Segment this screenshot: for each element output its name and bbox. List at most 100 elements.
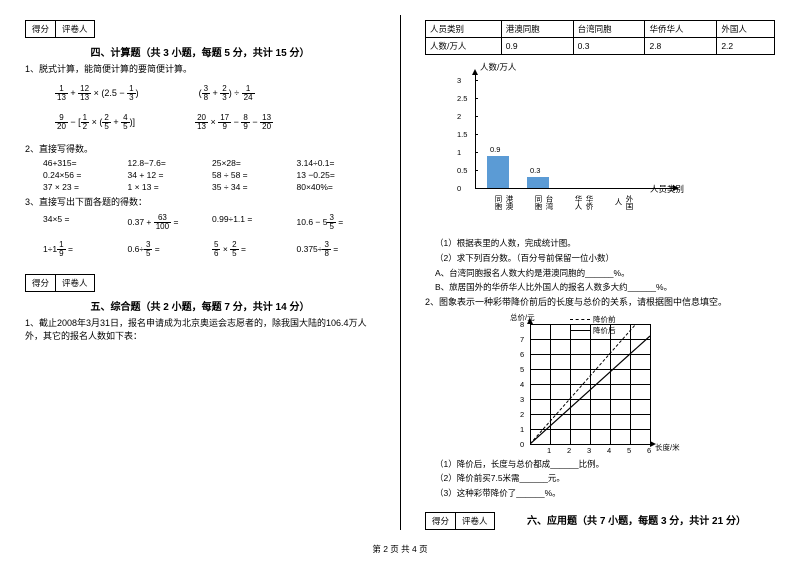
expr2b: 2013 × 179 − 89 − 1320 bbox=[195, 114, 273, 131]
xtick: 港澳同胞 bbox=[493, 191, 515, 213]
y-axis-label: 人数/万人 bbox=[480, 61, 516, 73]
score-box-2: 得分 评卷人 bbox=[25, 274, 95, 292]
grader-label: 评卷人 bbox=[56, 275, 94, 291]
result-cell: 0.37 + 63100 = bbox=[128, 214, 207, 231]
score-box-3: 得分 评卷人 bbox=[425, 512, 495, 530]
expr2a: 920 − [12 × (25 + 45)] bbox=[55, 114, 135, 131]
legend-before: 降价前 bbox=[593, 315, 616, 324]
arrow-right-icon bbox=[673, 185, 679, 191]
grader-label: 评卷人 bbox=[456, 513, 494, 529]
result-cell: 0.99÷1.1 = bbox=[212, 214, 291, 231]
result-cell: 34×5 = bbox=[43, 214, 122, 231]
bar-2 bbox=[527, 177, 549, 188]
th: 人员类别 bbox=[426, 21, 502, 38]
lc-ytick: 8 bbox=[520, 320, 524, 329]
subq-1: （1）根据表里的人数，完成统计图。 bbox=[435, 237, 775, 250]
score-label: 得分 bbox=[26, 21, 56, 37]
lc-ytick: 0 bbox=[520, 440, 524, 449]
ytick: 2 bbox=[457, 112, 461, 121]
xtick: 华侨华人 bbox=[573, 191, 595, 213]
bar-label-2: 0.3 bbox=[530, 166, 540, 175]
left-column: 得分 评卷人 四、计算题（共 3 小题，每题 5 分，共计 15 分） 1、脱式… bbox=[0, 0, 400, 565]
data-table: 人员类别 港澳同胞 台湾同胞 华侨华人 外国人 人数/万人 0.9 0.3 2.… bbox=[425, 20, 775, 55]
direct-calc-grid: 46+315= 12.8−7.6= 25×28= 3.14÷0.1= 0.24×… bbox=[43, 158, 375, 192]
xtick: 台湾同胞 bbox=[533, 191, 555, 213]
result-cell: 10.6 − 535 = bbox=[297, 214, 376, 231]
calc-cell: 0.24×56 = bbox=[43, 170, 122, 180]
calc-cell: 80×40%= bbox=[297, 182, 376, 192]
x-axis bbox=[475, 188, 675, 189]
ytick: 3 bbox=[457, 76, 461, 85]
lc-ytick: 4 bbox=[520, 380, 524, 389]
calc-cell: 25×28= bbox=[212, 158, 291, 168]
chart-lines bbox=[530, 324, 660, 449]
td: 0.3 bbox=[573, 38, 645, 55]
lc-ytick: 3 bbox=[520, 395, 524, 404]
lc-ytick: 2 bbox=[520, 410, 524, 419]
lineq-2: （2）降价前买7.5米需______元。 bbox=[435, 472, 775, 485]
q3-text: 3、直接写出下面各题的得数： bbox=[25, 196, 375, 210]
q1-text: 1、脱式计算，能简便计算的要简便计算。 bbox=[25, 63, 375, 77]
calc-cell: 34 + 12 = bbox=[128, 170, 207, 180]
ytick: 2.5 bbox=[457, 94, 467, 103]
expr-row-2: 920 − [12 × (25 + 45)] 2013 × 179 − 89 −… bbox=[55, 114, 375, 131]
ytick: 0.5 bbox=[457, 166, 467, 175]
subq-A: A、台湾同胞报名人数大约是港澳同胞的______%。 bbox=[435, 267, 775, 280]
lc-ytick: 7 bbox=[520, 335, 524, 344]
section5-title: 五、综合题（共 2 小题，每题 7 分，共计 14 分） bbox=[25, 298, 375, 313]
score-box: 得分 评卷人 bbox=[25, 20, 95, 38]
lineq-3: （3）这种彩带降价了______%。 bbox=[435, 487, 775, 500]
section6-title: 六、应用题（共 7 小题，每题 3 分，共计 21 分） bbox=[527, 512, 746, 527]
line-after bbox=[530, 336, 650, 444]
table-row: 人员类别 港澳同胞 台湾同胞 华侨华人 外国人 bbox=[426, 21, 775, 38]
calc-cell: 35 ÷ 34 = bbox=[212, 182, 291, 192]
calc-cell: 37 × 23 = bbox=[43, 182, 122, 192]
results-grid: 34×5 = 0.37 + 63100 = 0.99÷1.1 = 10.6 − … bbox=[43, 214, 375, 258]
table-row: 人数/万人 0.9 0.3 2.8 2.2 bbox=[426, 38, 775, 55]
expr1b: (38 + 23) ÷ 124 bbox=[199, 85, 255, 102]
td: 0.9 bbox=[501, 38, 573, 55]
td: 2.8 bbox=[645, 38, 717, 55]
s5-q1: 1、截止2008年3月31日，报名申请成为北京奥运会志愿者的，除我国大陆的106… bbox=[25, 317, 375, 344]
page-footer: 第 2 页 共 4 页 bbox=[0, 543, 800, 555]
line-chart: 降价前 降价后 总价/元 长度/米 0 1 2 3 4 5 6 7 8 1 2 … bbox=[500, 314, 700, 454]
calc-cell: 46+315= bbox=[43, 158, 122, 168]
bar-chart: 人数/万人 人员类别 0 0.5 1 1.5 2 2.5 3 0.9 0.3 港… bbox=[445, 63, 705, 213]
xtick: 外国人 bbox=[613, 191, 635, 213]
subq-2: （2）求下列百分数。（百分号前保留一位小数） bbox=[435, 252, 775, 265]
grader-label: 评卷人 bbox=[56, 21, 94, 37]
calc-cell: 13 −0.25= bbox=[297, 170, 376, 180]
q2-text: 2、直接写得数。 bbox=[25, 143, 375, 157]
td: 2.2 bbox=[717, 38, 775, 55]
score-label: 得分 bbox=[26, 275, 56, 291]
calc-cell: 3.14÷0.1= bbox=[297, 158, 376, 168]
calc-cell: 12.8−7.6= bbox=[128, 158, 207, 168]
lc-ytick: 5 bbox=[520, 365, 524, 374]
arrow-up-icon bbox=[472, 69, 478, 75]
dashed-line-icon bbox=[570, 319, 590, 320]
th: 外国人 bbox=[717, 21, 775, 38]
score-label: 得分 bbox=[426, 513, 456, 529]
ytick: 1.5 bbox=[457, 130, 467, 139]
lineq-1: （1）降价后，长度与总价都成______比例。 bbox=[435, 458, 775, 471]
bar-label-1: 0.9 bbox=[490, 145, 500, 154]
lc-ytick: 6 bbox=[520, 350, 524, 359]
result-cell: 0.6÷35 = bbox=[128, 241, 207, 258]
ytick: 1 bbox=[457, 148, 461, 157]
q2-linechart: 2、图象表示一种彩带降价前后的长度与总价的关系，请根据图中信息填空。 bbox=[425, 296, 775, 310]
calc-cell: 1 × 13 = bbox=[128, 182, 207, 192]
subq-B: B、旅居国外的华侨华人比外国人的报名人数多大约______%。 bbox=[435, 281, 775, 294]
expr1a: 113 + 1213 × (2.5 − 13) bbox=[55, 85, 139, 102]
lc-ytick: 1 bbox=[520, 425, 524, 434]
result-cell: 0.375÷38 = bbox=[297, 241, 376, 258]
calc-cell: 58 ÷ 58 = bbox=[212, 170, 291, 180]
right-column: 人员类别 港澳同胞 台湾同胞 华侨华人 外国人 人数/万人 0.9 0.3 2.… bbox=[400, 0, 800, 565]
th: 台湾同胞 bbox=[573, 21, 645, 38]
td: 人数/万人 bbox=[426, 38, 502, 55]
line-before bbox=[530, 324, 636, 444]
section4-title: 四、计算题（共 3 小题，每题 5 分，共计 15 分） bbox=[25, 44, 375, 59]
th: 港澳同胞 bbox=[501, 21, 573, 38]
result-cell: 1÷119 = bbox=[43, 241, 122, 258]
th: 华侨华人 bbox=[645, 21, 717, 38]
expr-row-1: 113 + 1213 × (2.5 − 13) (38 + 23) ÷ 124 bbox=[55, 85, 375, 102]
